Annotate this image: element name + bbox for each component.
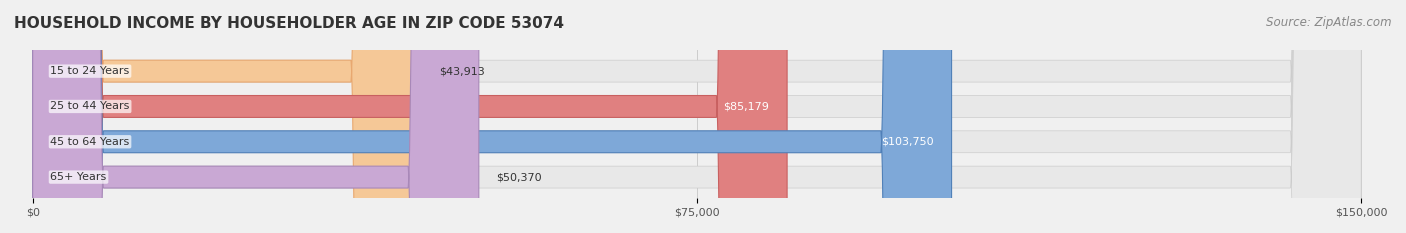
Text: 25 to 44 Years: 25 to 44 Years (51, 101, 129, 111)
FancyBboxPatch shape (32, 0, 1361, 233)
Text: $43,913: $43,913 (439, 66, 485, 76)
FancyBboxPatch shape (32, 0, 952, 233)
FancyBboxPatch shape (32, 0, 1361, 233)
FancyBboxPatch shape (32, 0, 479, 233)
Text: HOUSEHOLD INCOME BY HOUSEHOLDER AGE IN ZIP CODE 53074: HOUSEHOLD INCOME BY HOUSEHOLDER AGE IN Z… (14, 16, 564, 31)
Text: Source: ZipAtlas.com: Source: ZipAtlas.com (1267, 16, 1392, 29)
FancyBboxPatch shape (32, 0, 1361, 233)
Text: $103,750: $103,750 (882, 137, 934, 147)
Text: 15 to 24 Years: 15 to 24 Years (51, 66, 129, 76)
Text: $85,179: $85,179 (724, 101, 769, 111)
Text: 45 to 64 Years: 45 to 64 Years (51, 137, 129, 147)
FancyBboxPatch shape (32, 0, 1361, 233)
Text: $50,370: $50,370 (496, 172, 543, 182)
Text: 65+ Years: 65+ Years (51, 172, 107, 182)
FancyBboxPatch shape (32, 0, 787, 233)
FancyBboxPatch shape (32, 0, 422, 233)
